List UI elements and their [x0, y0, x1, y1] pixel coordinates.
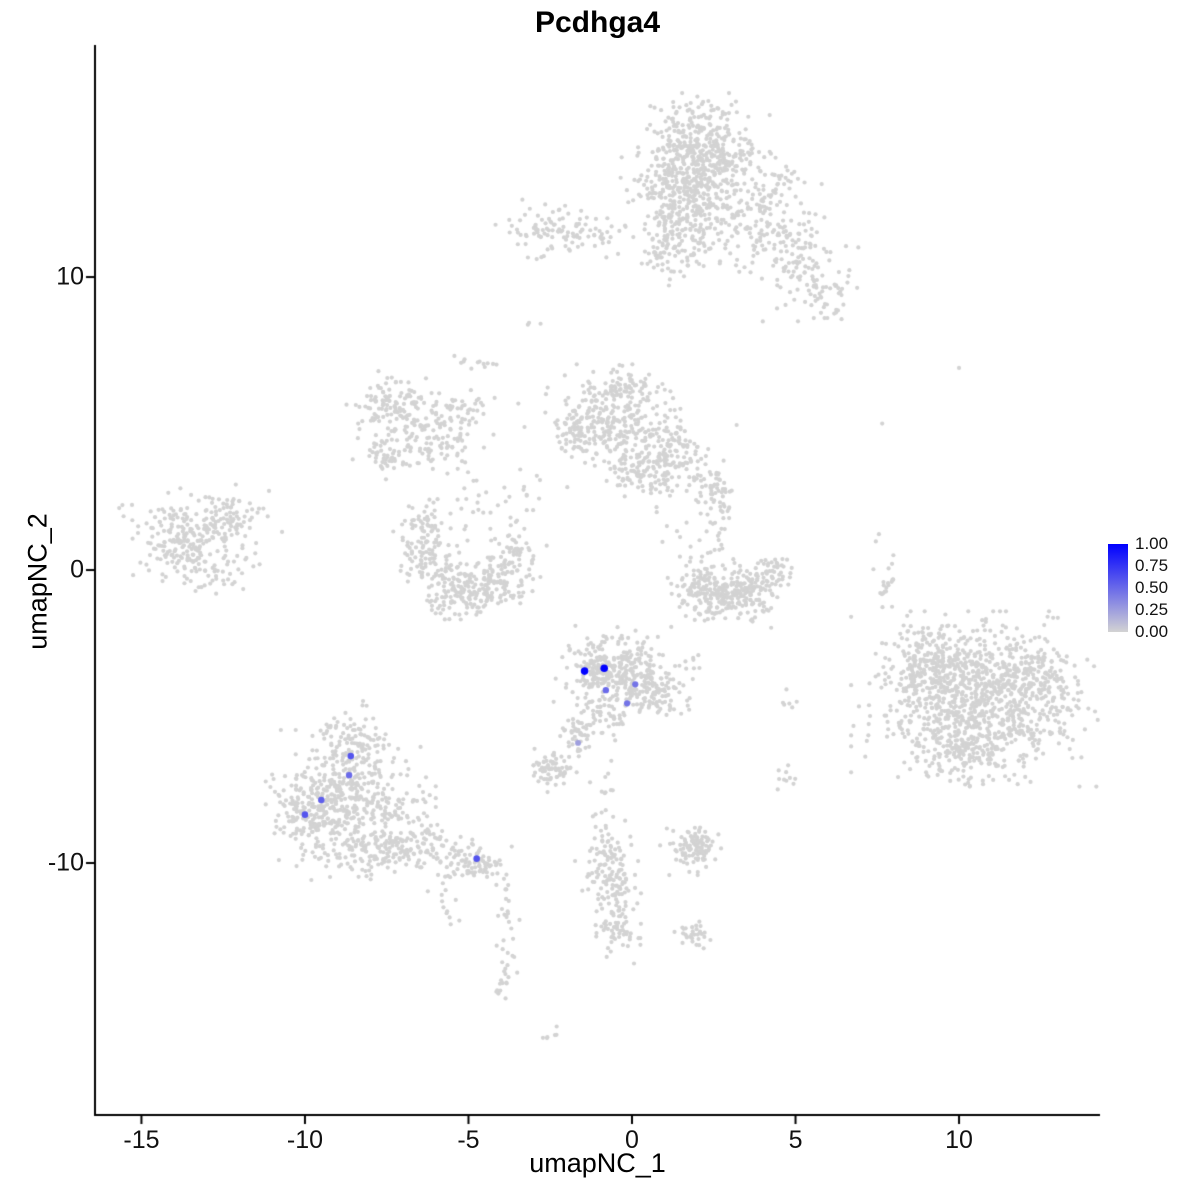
color-legend: 1.00 0.75 0.50 0.25 0.00	[1108, 534, 1198, 641]
legend-tick-label: 1.00	[1135, 534, 1169, 553]
legend-tick-label: 0.25	[1135, 600, 1169, 619]
y-axis-tick-label: -10	[47, 848, 84, 877]
x-axis-tick-label: -5	[457, 1126, 480, 1154]
x-axis-tick-label: 5	[788, 1126, 803, 1154]
legend-gradient-bar	[1108, 544, 1128, 632]
legend-tick-label: 0.75	[1135, 556, 1169, 575]
y-axis-tick-label: 0	[70, 555, 84, 584]
x-axis-label: umapNC_1	[529, 1148, 666, 1178]
y-axis-tick-label: 10	[56, 262, 84, 291]
legend-tick-label: 0.00	[1135, 622, 1169, 641]
x-axis-tick-label: 10	[945, 1126, 973, 1154]
x-axis-tick-label: -15	[123, 1126, 160, 1154]
x-axis-tick-label: -10	[286, 1126, 324, 1154]
plot-title: Pcdhga4	[534, 6, 661, 39]
x-axis-tick-label: 0	[625, 1126, 639, 1154]
legend-tick-label: 0.50	[1135, 578, 1169, 597]
